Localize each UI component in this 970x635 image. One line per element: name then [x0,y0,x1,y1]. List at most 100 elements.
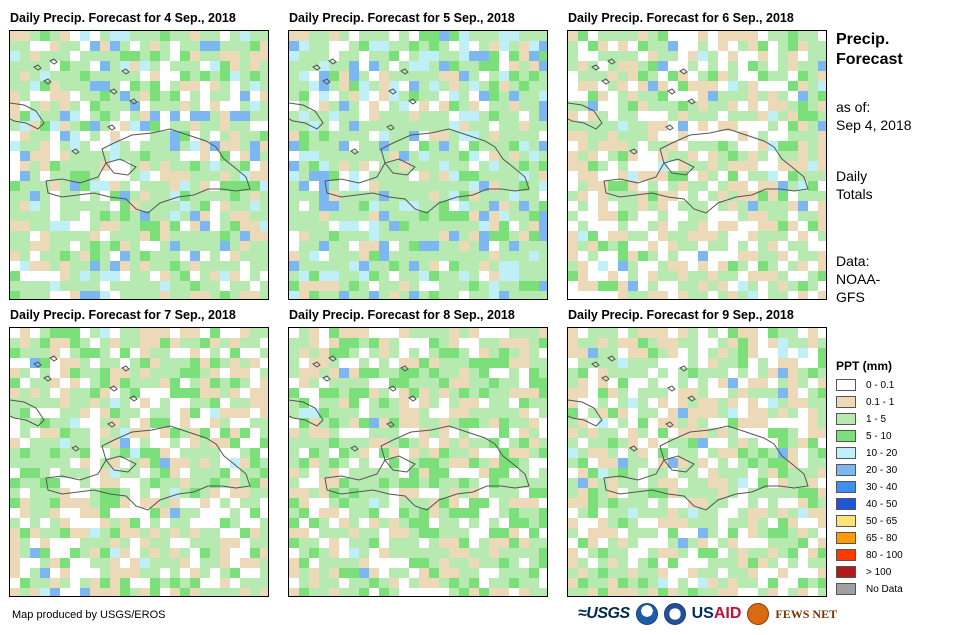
precip-cell [539,171,547,181]
precip-cell [449,498,459,508]
precip-cell [289,31,299,41]
precip-cell [698,41,708,51]
precip-cell [70,578,80,588]
precip-cell [130,348,140,358]
precip-cell [329,378,339,388]
precip-cell [618,181,628,191]
precip-cell [120,558,130,568]
precip-cell [598,141,608,151]
islet-outline [591,64,600,71]
precip-cell [50,31,60,41]
precip-cell [210,41,220,51]
precip-cell [738,291,748,299]
precip-cell [509,538,519,548]
precip-cell [40,201,50,211]
precip-cell [260,348,268,358]
precip-cell [170,548,180,558]
precip-cell [698,478,708,488]
precip-cell [260,418,268,428]
precip-cell [439,338,449,348]
precip-cell [369,31,379,41]
precip-cell [299,418,309,428]
precip-cell [349,61,359,71]
precip-cell [539,151,547,161]
precip-cell [90,181,100,191]
precip-cell [110,388,120,398]
precip-cell [758,378,768,388]
precip-cell [489,171,499,181]
precip-cell [329,348,339,358]
precip-cell [668,61,678,71]
precip-cell [90,51,100,61]
precip-cell [319,538,329,548]
precip-cell [808,71,818,81]
precip-cell [399,488,409,498]
precip-cell [240,368,250,378]
precip-cell [220,141,230,151]
precip-cell [459,568,469,578]
precip-cell [618,498,628,508]
precip-cell [678,468,688,478]
legend-label: 80 - 100 [866,549,903,561]
precip-cell [539,588,547,596]
precip-cell [389,151,399,161]
precip-cell [598,388,608,398]
precip-cell [389,478,399,488]
precip-cell [379,131,389,141]
precip-cell [339,131,349,141]
precip-cell [738,568,748,578]
islet-outline [33,64,42,71]
precip-cell [449,131,459,141]
panel-title-4: Daily Precip. Forecast for 7 Sep., 2018 [10,308,236,322]
legend-swatch [836,379,856,391]
precip-cell [628,568,638,578]
precip-cell [60,438,70,448]
precip-cell [748,151,758,161]
precip-cell [309,568,319,578]
precip-cell [230,418,240,428]
precip-cell [638,528,648,538]
precip-cell [150,328,160,338]
precip-cell [738,408,748,418]
precip-cell [120,468,130,478]
precip-cell [210,151,220,161]
precip-cell [349,161,359,171]
precip-cell [309,528,319,538]
precip-cell [658,261,668,271]
precip-cell [608,468,618,478]
precip-cell [778,261,788,271]
precip-cell [309,418,319,428]
precip-cell [519,498,529,508]
precip-cell [519,388,529,398]
precip-cell [349,378,359,388]
precip-cell [768,458,778,468]
precip-cell [299,41,309,51]
precip-cell [499,538,509,548]
precip-cell [768,171,778,181]
precip-cell [678,191,688,201]
precip-cell [578,171,588,181]
precip-cell [798,141,808,151]
precip-cell [429,328,439,338]
precip-cell [349,231,359,241]
gonave-gulf-outline [105,455,137,473]
precip-cell [250,588,260,596]
precip-cell [628,291,638,299]
precip-cell [80,141,90,151]
precip-cell [519,251,529,261]
precip-cell [299,568,309,578]
precip-cell [568,328,578,338]
precip-cell [329,41,339,51]
precip-cell [519,578,529,588]
precip-cell [519,121,529,131]
totals-line1: Daily [836,168,868,184]
precip-cell [439,518,449,528]
precip-cell [369,458,379,468]
precip-cell [688,478,698,488]
precip-cell [628,31,638,41]
precip-cell [818,388,826,398]
precip-cell [449,538,459,548]
precip-cell [260,171,268,181]
precip-cell [728,408,738,418]
precip-cell [200,408,210,418]
